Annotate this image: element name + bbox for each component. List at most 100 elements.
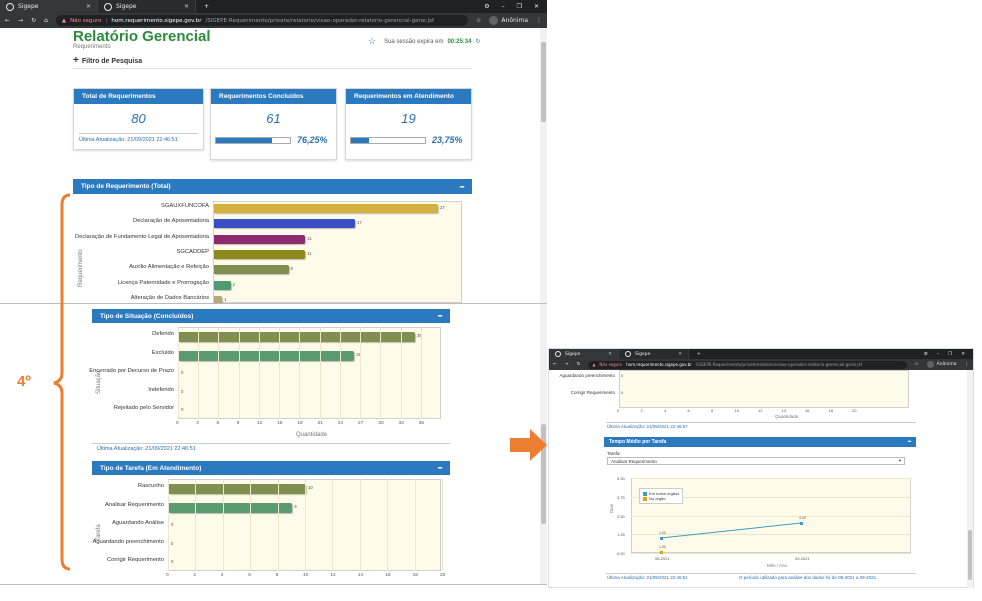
menu-icon[interactable]: ⋮ [536, 17, 542, 24]
extension-icon[interactable]: ⚙ [923, 351, 928, 357]
extension-icon[interactable]: ⚙ [484, 3, 490, 10]
reload-icon[interactable]: ↻ [576, 362, 581, 367]
close-icon[interactable]: ✕ [678, 351, 682, 357]
gridline [360, 327, 362, 419]
avatar [926, 361, 934, 368]
card-concluidos: Requerimentos Concluídos 61 76,25% [210, 88, 337, 160]
panel-header-tipo-requerimento[interactable]: Tipo de Requerimento (Total) ━ [73, 179, 472, 194]
bar-value-label: 0 [171, 522, 174, 527]
collapse-icon[interactable]: ━ [460, 183, 464, 191]
tab-sigepe-2[interactable]: Sigepe ✕ [98, 0, 196, 13]
bar [214, 204, 438, 213]
tab-sigepe-1[interactable]: Sigepe ✕ [549, 349, 619, 359]
bar-category-label: Corrigir Requerimento [570, 390, 615, 395]
axis-tick-label: 10 [734, 408, 739, 413]
url-field[interactable]: ▲ Não seguro hom.requerimento.sigepe.gov… [588, 360, 907, 369]
panel-header-tipo-situacao[interactable]: Tipo de Situação (Concluídos) ━ [92, 309, 450, 323]
bar-value-label: 35 [417, 333, 422, 338]
globe-icon [555, 351, 561, 357]
new-tab-button[interactable]: + [204, 3, 210, 10]
axis-tick-label: 20 [440, 573, 446, 578]
scrollbar[interactable] [967, 370, 973, 588]
legend-item: No órgão [643, 496, 679, 501]
profile-button[interactable]: Anônima [926, 361, 957, 368]
bar-value-label: 0 [181, 388, 184, 394]
legend-swatch [643, 491, 647, 496]
restore-icon[interactable]: ❐ [948, 351, 953, 357]
bar-category-label: Analisar Requerimento [105, 501, 164, 508]
divider [0, 303, 547, 304]
panel-header-tempo-medio[interactable]: Tempo Médio por Tarefa ━ [604, 437, 916, 447]
filter-label: Filtro de Pesquisa [81, 57, 143, 65]
update-text: Última Atualização: 21/09/2021 22:46:51 [607, 575, 688, 580]
page-content-lower: Tipo de Situação (Concluídos) ━ Situação… [0, 304, 547, 584]
home-icon[interactable]: ⌂ [44, 17, 48, 24]
progress-bar [350, 137, 426, 144]
bar-category-label: Excluído [151, 349, 174, 356]
scroll-thumb[interactable] [968, 530, 972, 580]
close-icon[interactable]: ✕ [183, 3, 189, 10]
profile-button[interactable]: Anônima [489, 16, 528, 25]
refresh-icon[interactable]: ↻ [475, 39, 481, 45]
forward-icon[interactable]: → [564, 362, 569, 367]
tab-sigepe-2[interactable]: Sigepe ✕ [619, 349, 689, 359]
legend-label: Em todos órgãos [649, 491, 680, 496]
tab-sigepe-1[interactable]: Sigepe ✕ [0, 0, 98, 13]
menu-icon[interactable]: ⋮ [964, 362, 970, 367]
minimize-icon[interactable]: – [936, 351, 940, 357]
gridline [631, 478, 911, 479]
bar-category-label: Declaração de Aposentadoria [132, 218, 209, 225]
axis-tick-label: 8 [711, 408, 714, 413]
gridline [277, 479, 279, 571]
scrollbar[interactable] [540, 28, 547, 303]
back-icon[interactable]: ← [553, 362, 557, 367]
progress-fill [216, 138, 273, 143]
tarefa-select[interactable]: Analisar Requerimento ▾ [607, 457, 905, 465]
not-secure-label: Não seguro [599, 362, 623, 367]
url-path: /SIGEPE-Requerimento/private/relatorio/v… [205, 17, 434, 24]
gridline [420, 327, 422, 419]
close-window-icon[interactable]: ✕ [961, 351, 965, 357]
scroll-thumb[interactable] [541, 42, 546, 122]
collapse-icon[interactable]: ━ [907, 439, 911, 445]
bar [214, 249, 306, 259]
restore-icon[interactable]: ❐ [516, 3, 522, 10]
close-icon[interactable]: ✕ [85, 3, 91, 10]
divider [73, 68, 472, 69]
reload-icon[interactable]: ↻ [31, 17, 37, 24]
axis-tick-label: 14 [781, 408, 786, 413]
bar-category-label: Encerrado por Decurso de Prazo [89, 368, 174, 374]
collapse-icon[interactable]: ━ [438, 465, 442, 472]
forward-icon[interactable]: → [18, 17, 24, 24]
tab-strip: Sigepe ✕ Sigepe ✕ + ⚙ – ❐ ✕ [549, 349, 973, 359]
plus-icon: + [73, 55, 79, 66]
data-point [799, 521, 803, 525]
star-icon[interactable]: ☆ [368, 36, 377, 46]
card-title: Requerimentos Concluídos [211, 89, 336, 104]
bar [179, 350, 355, 361]
axis-tick-label: 21 [317, 421, 323, 426]
collapse-icon[interactable]: ━ [438, 313, 442, 320]
new-tab-button[interactable]: + [697, 351, 701, 357]
scroll-thumb[interactable] [541, 424, 546, 524]
filter-toggle[interactable]: + Filtro de Pesquisa [73, 55, 143, 66]
back-icon[interactable]: ← [5, 17, 11, 24]
url-field[interactable]: ▲ Não seguro | hom.requerimento.sigepe.g… [55, 15, 469, 26]
bar-value-label: 0 [621, 373, 624, 378]
minimize-icon[interactable]: – [501, 3, 505, 10]
session-timer: ☆ Sua sessão expira em 00:25:34 ↻ [368, 36, 481, 47]
star-icon[interactable]: ☆ [914, 362, 919, 367]
period-note: O período utilizado para análise dos dad… [739, 575, 878, 580]
axis-tick-label: 8 [275, 573, 279, 578]
bar-value-label: 10 [308, 485, 313, 490]
card-title: Total de Requerimentos [74, 89, 203, 104]
field-label: Tarefa: [607, 451, 621, 456]
close-window-icon[interactable]: ✕ [533, 3, 539, 10]
bar [169, 484, 306, 494]
legend-label: No órgão [649, 496, 666, 501]
panel-header-tipo-tarefa[interactable]: Tipo de Tarefa (Em Atendimento) ━ [92, 461, 450, 475]
star-icon[interactable]: ☆ [476, 17, 482, 24]
bar [169, 502, 293, 513]
axis-tick-label: 18 [412, 573, 418, 578]
close-icon[interactable]: ✕ [608, 351, 612, 357]
